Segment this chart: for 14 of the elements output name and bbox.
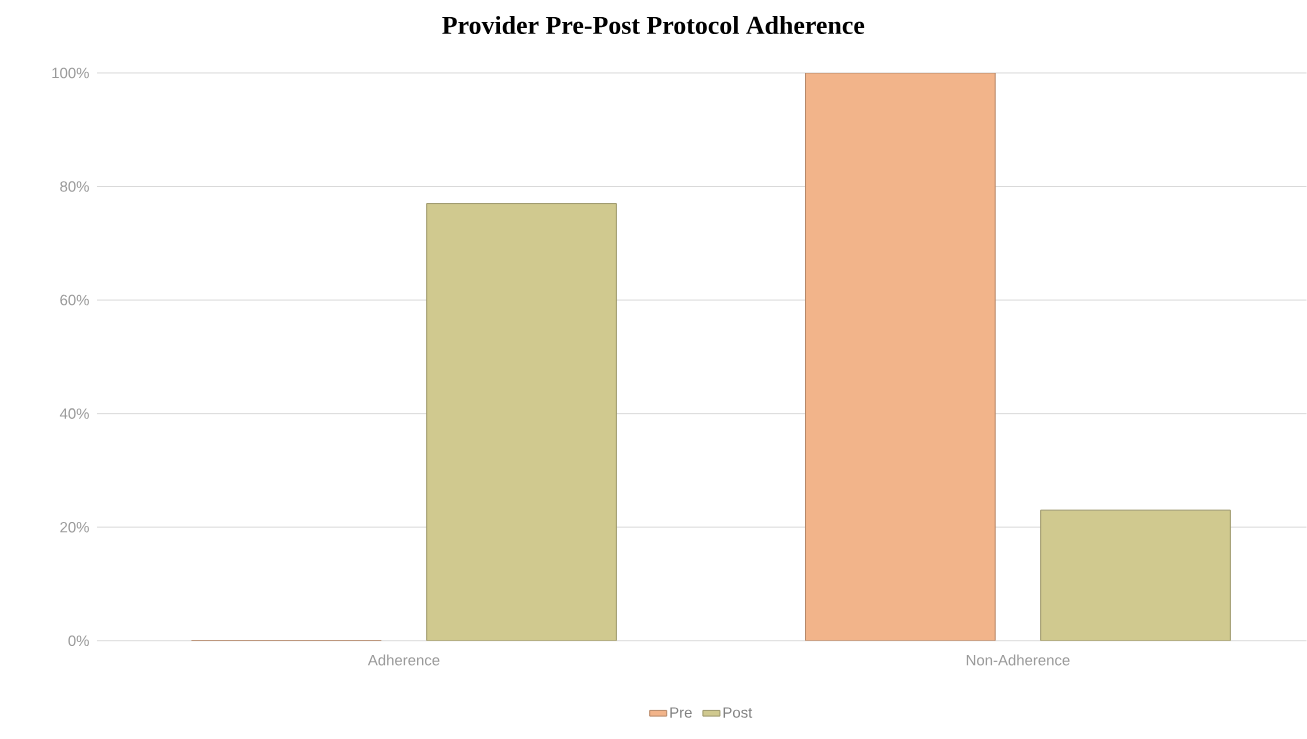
chart-title: Provider Pre-Post Protocol Adherence <box>442 16 865 35</box>
x-tick-label: Adherence <box>367 654 440 666</box>
y-tick-label: 20% <box>60 522 89 533</box>
bar <box>1040 509 1231 641</box>
legend-label: Post <box>723 707 753 718</box>
x-tick-label: Non-Adherence <box>966 654 1070 666</box>
y-tick-label: 40% <box>59 408 89 420</box>
y-tick-label: 0% <box>68 635 89 647</box>
y-tick-label: 60% <box>60 294 89 306</box>
legend-label: Pre <box>670 707 692 718</box>
bar <box>805 73 996 641</box>
y-tick-label: 80% <box>60 181 89 192</box>
y-tick-label: 100% <box>52 67 89 79</box>
bar <box>426 203 617 641</box>
